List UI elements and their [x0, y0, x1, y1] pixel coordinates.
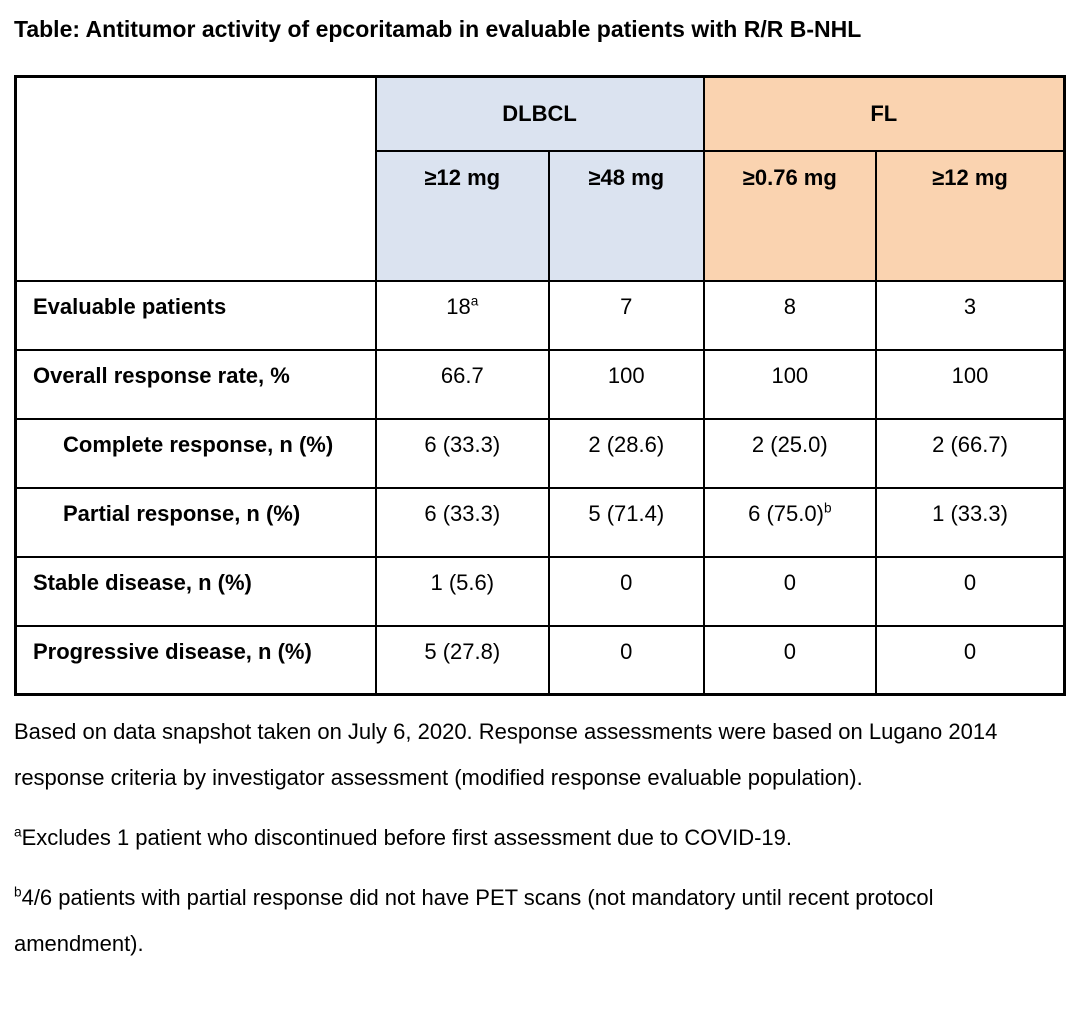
footnote-a-text: Excludes 1 patient who discontinued befo…	[21, 825, 792, 850]
dose-header-fl-0-76mg: ≥0.76 mg	[702, 149, 878, 282]
data-cell: 5 (27.8)	[374, 624, 551, 696]
data-cell: 2 (25.0)	[702, 417, 878, 489]
cell-value: 18	[446, 293, 471, 319]
table-row: Overall response rate, % 66.7 100 100 100	[14, 348, 1066, 420]
group-header-dlbcl: DLBCL	[374, 75, 705, 152]
row-label: Stable disease, n (%)	[14, 555, 377, 627]
cell-value: 3	[963, 293, 977, 319]
cell-value: 2 (66.7)	[932, 431, 1008, 457]
row-label: Progressive disease, n (%)	[14, 624, 377, 696]
footnote-b-marker: b	[14, 884, 22, 900]
footnote-a-marker: a	[14, 824, 22, 840]
cell-value: 2 (28.6)	[588, 431, 665, 457]
table-row: Progressive disease, n (%) 5 (27.8) 0 0 0	[14, 624, 1066, 696]
data-cell: 6 (33.3)	[374, 417, 551, 489]
data-cell: 0	[875, 555, 1066, 627]
table-row: Evaluable patients 18a 7 8 3	[14, 279, 1066, 351]
data-cell: 1 (5.6)	[374, 555, 551, 627]
cell-value: 6 (33.3)	[424, 500, 501, 526]
footnote-a: aExcludes 1 patient who discontinued bef…	[14, 815, 1066, 861]
data-cell: 0	[702, 555, 878, 627]
footnote-marker: a	[470, 293, 479, 309]
data-cell: 2 (66.7)	[875, 417, 1066, 489]
data-cell: 3	[875, 279, 1066, 351]
cell-value: 100	[771, 362, 809, 388]
data-cell: 2 (28.6)	[548, 417, 705, 489]
data-cell: 100	[875, 348, 1066, 420]
data-cell: 8	[702, 279, 878, 351]
cell-value: 5 (27.8)	[424, 638, 501, 664]
dose-header-fl-12mg: ≥12 mg	[875, 149, 1066, 282]
data-cell: 0	[702, 624, 878, 696]
data-cell: 66.7	[374, 348, 551, 420]
cell-value: 6 (33.3)	[424, 431, 501, 457]
dose-header-row: ≥12 mg ≥48 mg ≥0.76 mg ≥12 mg	[16, 149, 1066, 282]
cell-value: 0	[963, 569, 977, 595]
cell-value: 0	[620, 638, 633, 664]
footnote-b-text: 4/6 patients with partial response did n…	[14, 885, 934, 956]
group-header-row: DLBCL FL	[14, 75, 1066, 282]
dose-header-dlbcl-48mg: ≥48 mg	[548, 149, 705, 282]
row-label: Evaluable patients	[14, 279, 377, 351]
row-label: Partial response, n (%)	[14, 486, 377, 558]
footnote-b: b4/6 patients with partial response did …	[14, 875, 1066, 967]
table-body: Evaluable patients 18a 7 8 3 Overall response…	[14, 279, 1066, 696]
data-cell: 100	[548, 348, 705, 420]
dose-header-dlbcl-12mg: ≥12 mg	[374, 149, 551, 282]
table-row: Complete response, n (%) 6 (33.3) 2 (28.6)…	[14, 417, 1066, 489]
cell-value: 0	[963, 638, 977, 664]
cell-value: 1 (5.6)	[430, 569, 495, 595]
cell-value: 66.7	[440, 362, 484, 388]
data-cell: 0	[875, 624, 1066, 696]
data-cell: 100	[702, 348, 878, 420]
cell-value: 0	[783, 638, 796, 664]
table-title: Table: Antitumor activity of epcoritamab…	[14, 16, 862, 42]
note-data-snapshot: Based on data snapshot taken on July 6, …	[14, 719, 998, 790]
data-cell: 0	[548, 555, 705, 627]
cell-value: 7	[620, 293, 633, 319]
row-label: Complete response, n (%)	[14, 417, 377, 489]
table-row: Stable disease, n (%) 1 (5.6) 0 0 0	[14, 555, 1066, 627]
cell-value: 6 (75.0)	[748, 500, 824, 526]
cell-value: 2 (25.0)	[751, 431, 828, 457]
cell-value: 1 (33.3)	[932, 500, 1008, 526]
corner-cell	[14, 75, 377, 282]
table-row: Partial response, n (%) 6 (33.3) 5 (71.4) 6…	[14, 486, 1066, 558]
data-cell: 6 (75.0)b	[702, 486, 878, 558]
cell-value: 0	[783, 569, 796, 595]
data-cell: 18a	[374, 279, 551, 351]
data-cell: 6 (33.3)	[374, 486, 551, 558]
cell-value: 100	[951, 362, 989, 388]
footnote-marker: b	[823, 500, 832, 516]
group-header-fl: FL	[702, 75, 1066, 152]
data-cell: 0	[548, 624, 705, 696]
data-cell: 7	[548, 279, 705, 351]
antitumor-activity-table: DLBCL FL ≥12 mg ≥48 mg ≥0.76 mg ≥12 mg E…	[14, 75, 1066, 696]
cell-value: 8	[783, 293, 796, 319]
data-cell: 5 (71.4)	[548, 486, 705, 558]
cell-value: 0	[620, 569, 633, 595]
cell-value: 5 (71.4)	[588, 500, 665, 526]
row-label: Overall response rate, %	[14, 348, 377, 420]
cell-value: 100	[607, 362, 645, 388]
data-cell: 1 (33.3)	[875, 486, 1066, 558]
